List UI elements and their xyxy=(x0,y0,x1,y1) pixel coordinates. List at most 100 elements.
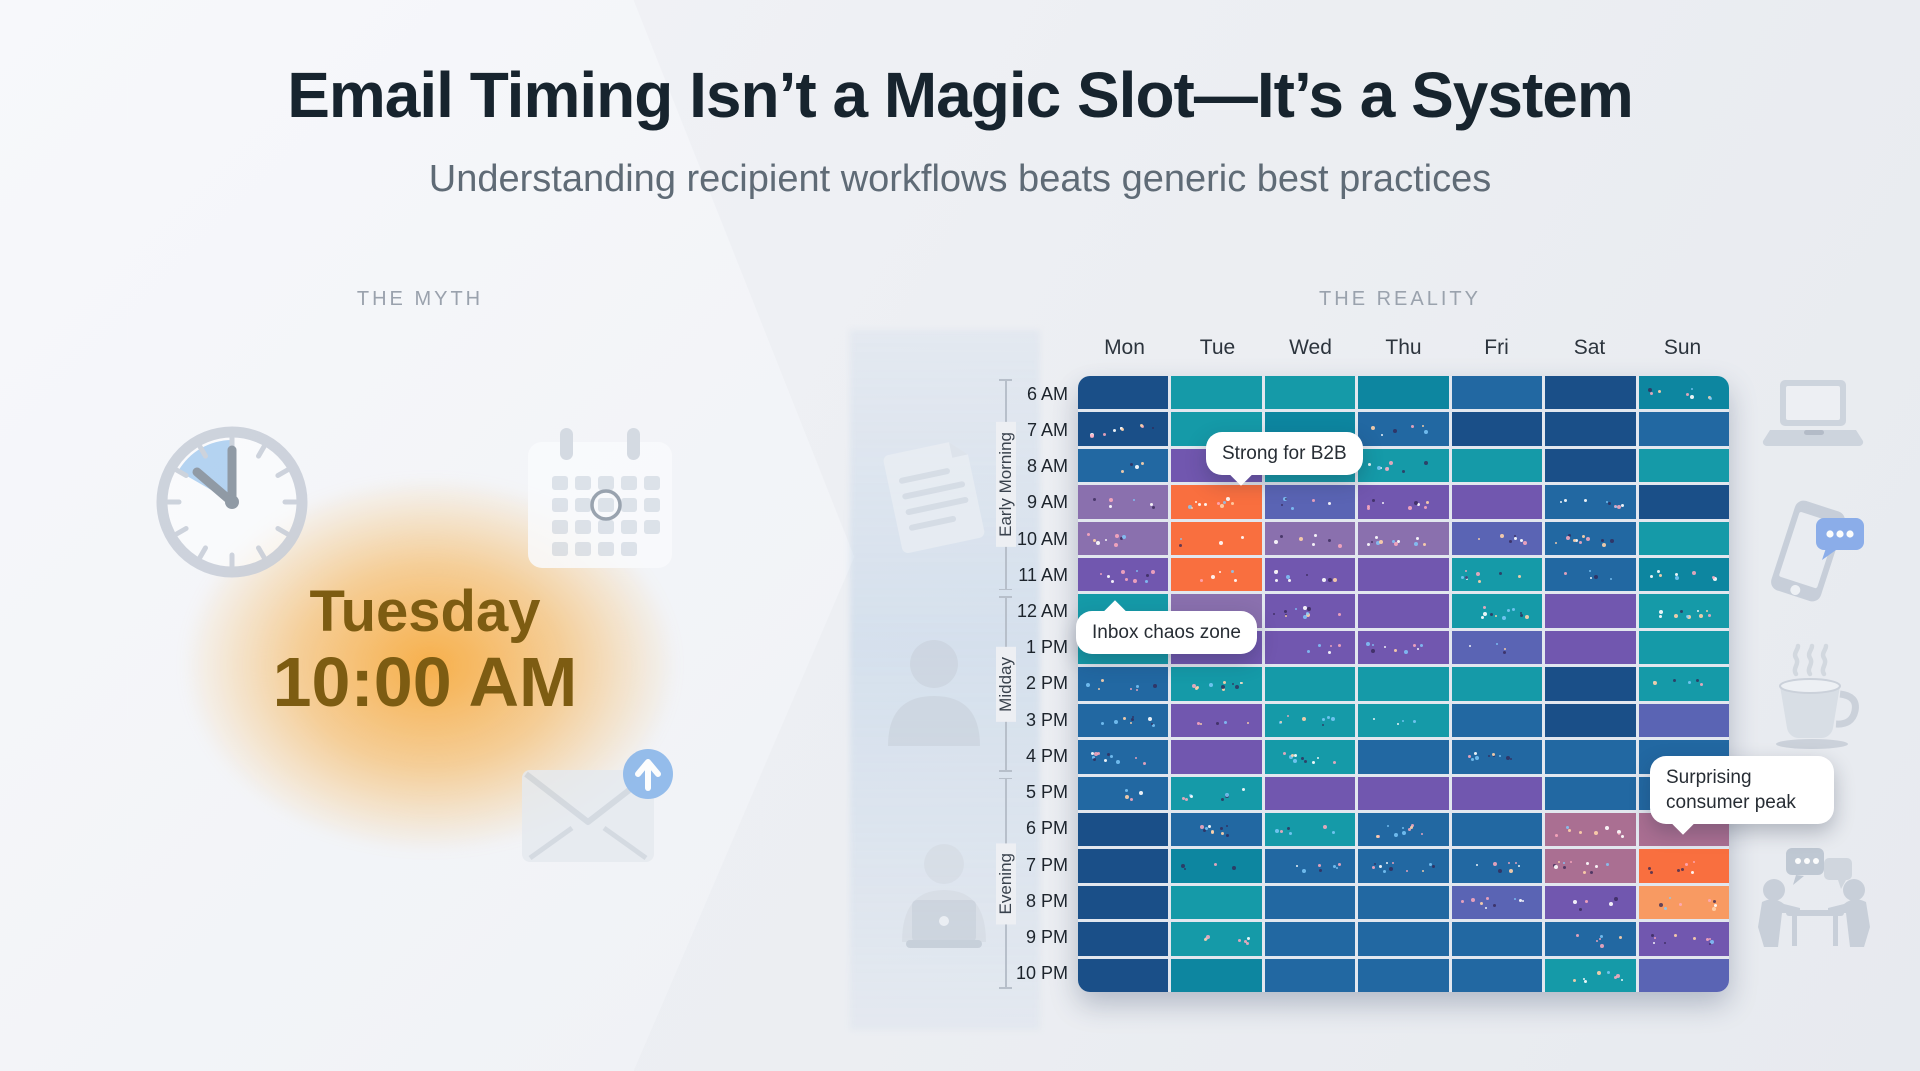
activity-dot xyxy=(1120,427,1124,431)
activity-dot xyxy=(1295,608,1298,611)
activity-dot xyxy=(1679,903,1683,907)
activity-dot xyxy=(1475,571,1480,576)
row-label-6am: 6 AM xyxy=(1026,383,1068,404)
activity-dot xyxy=(1243,939,1247,943)
heatmap-cell-thu-10pm xyxy=(1358,958,1449,992)
activity-dot xyxy=(1620,503,1624,507)
activity-dot xyxy=(1498,571,1502,575)
heatmap-cell-thu-6am xyxy=(1358,376,1449,410)
activity-dot xyxy=(1506,608,1510,612)
coffee-icon xyxy=(1762,640,1866,755)
activity-dot xyxy=(1223,501,1226,505)
activity-dot xyxy=(1515,861,1518,864)
heatmap-cell-thu-3pm xyxy=(1358,703,1449,738)
activity-dot xyxy=(1487,754,1490,757)
activity-dot xyxy=(1221,831,1225,835)
activity-dot xyxy=(1576,933,1580,937)
activity-dot xyxy=(1093,498,1097,502)
activity-dot xyxy=(1677,869,1681,872)
activity-dot xyxy=(1420,644,1424,648)
heatmap-cell-tue-10pm xyxy=(1171,958,1262,992)
activity-dot xyxy=(1194,500,1197,503)
heatmap-cell-tue-10am xyxy=(1171,521,1262,556)
activity-dot xyxy=(1322,824,1327,829)
row-group-label: Midday xyxy=(996,646,1016,722)
col-header-mon: Mon xyxy=(1104,336,1145,359)
col-header-sun: Sun xyxy=(1663,336,1702,359)
activity-dot xyxy=(1221,797,1225,801)
heatmap-cell-sat-1pm xyxy=(1545,630,1636,665)
activity-dot xyxy=(1379,865,1383,869)
activity-dot xyxy=(1135,464,1140,469)
activity-dot xyxy=(1203,937,1207,941)
activity-dot xyxy=(1605,825,1610,830)
activity-dot xyxy=(1100,572,1103,575)
activity-dot xyxy=(1092,758,1096,762)
calendar-icon xyxy=(524,426,676,577)
activity-dot xyxy=(1473,751,1477,755)
activity-dot xyxy=(1690,395,1695,400)
activity-dot xyxy=(1664,906,1668,910)
activity-dot xyxy=(1214,863,1218,867)
activity-dot xyxy=(1209,682,1214,687)
activity-dot xyxy=(1370,648,1375,653)
heatmap-column-headers: Mon Tue Wed Thu Fri Sat Sun xyxy=(1078,336,1729,366)
activity-dot xyxy=(1303,606,1308,611)
activity-dot xyxy=(1412,643,1416,647)
activity-dot xyxy=(1131,715,1134,718)
heatmap-cell-fri-3pm xyxy=(1451,703,1543,738)
activity-dot xyxy=(1708,899,1711,903)
activity-dot xyxy=(1223,680,1227,684)
activity-dot xyxy=(1609,901,1614,906)
activity-dot xyxy=(1204,826,1208,830)
activity-dot xyxy=(1653,680,1658,685)
callout-surprising-consumer-peak: Surprising consumer peak xyxy=(1650,756,1834,835)
activity-dot xyxy=(1616,504,1621,509)
activity-dot xyxy=(1197,721,1201,725)
activity-dot xyxy=(1708,613,1712,617)
activity-dot xyxy=(1220,503,1225,508)
activity-dot xyxy=(1513,535,1516,538)
activity-dot xyxy=(1564,498,1568,502)
row-group-tick xyxy=(999,379,1012,381)
person-laptop-icon xyxy=(886,838,1006,963)
activity-dot xyxy=(1402,469,1406,473)
heatmap-cell-sat-9am xyxy=(1545,485,1636,519)
heatmap-cell-mon-9am xyxy=(1078,485,1169,519)
activity-dot xyxy=(1285,614,1288,617)
heatmap-cell-fri-10pm xyxy=(1451,958,1543,992)
activity-dot xyxy=(1110,579,1114,583)
activity-dot xyxy=(1431,865,1435,869)
document-icon xyxy=(879,432,992,562)
activity-dot xyxy=(1557,861,1560,864)
activity-dot xyxy=(1620,834,1624,838)
activity-dot xyxy=(1597,970,1602,975)
activity-dot xyxy=(1298,537,1303,542)
activity-dot xyxy=(1705,938,1709,942)
activity-dot xyxy=(1311,761,1315,765)
activity-dot xyxy=(1385,467,1390,472)
activity-dot xyxy=(1196,685,1200,689)
activity-dot xyxy=(1614,976,1618,980)
heatmap-cell-sun-12am xyxy=(1638,594,1729,628)
heatmap-cell-sat-3pm xyxy=(1545,703,1636,738)
activity-dot xyxy=(1247,721,1250,724)
heatmap-cell-sun-7am xyxy=(1638,412,1729,446)
activity-dot xyxy=(1112,428,1116,432)
activity-dot xyxy=(1327,716,1331,720)
activity-dot xyxy=(1392,862,1395,865)
activity-dot xyxy=(1422,542,1426,546)
col-header-wed: Wed xyxy=(1289,336,1332,359)
activity-dot xyxy=(1285,498,1288,501)
activity-dot xyxy=(1410,425,1414,429)
activity-dot xyxy=(1231,501,1235,505)
activity-dot xyxy=(1562,865,1566,869)
activity-dot xyxy=(1331,717,1336,722)
heatmap-cell-sat-8am xyxy=(1545,448,1636,483)
activity-dot xyxy=(1133,579,1138,584)
activity-dot xyxy=(1673,934,1677,938)
activity-dot xyxy=(1121,469,1124,473)
heatmap-cell-sun-9am xyxy=(1638,485,1729,519)
activity-dot xyxy=(1093,539,1097,543)
